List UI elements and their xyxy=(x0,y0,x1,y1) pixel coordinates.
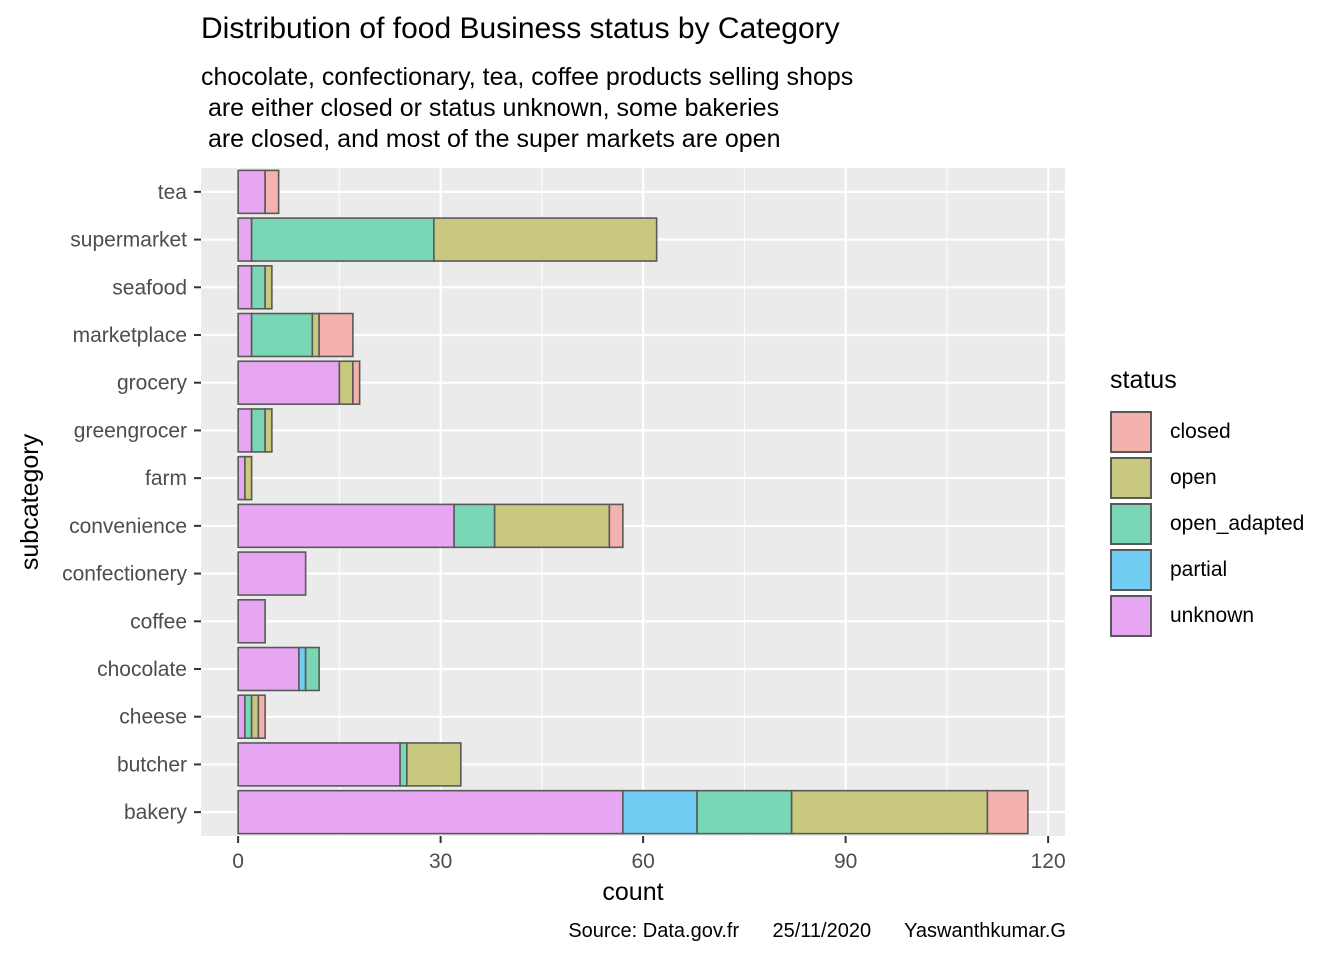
y-tick-label: grocery xyxy=(117,372,188,395)
legend-item-closed: closed xyxy=(1110,409,1304,455)
x-tick-label: 120 xyxy=(1031,850,1066,873)
y-axis-title: subcategory xyxy=(16,433,44,570)
legend-swatch xyxy=(1110,595,1152,637)
y-tick-label: farm xyxy=(145,467,187,490)
legend-swatch xyxy=(1110,457,1152,499)
bar-segment-grocery-closed xyxy=(352,360,361,405)
bar-segment-butcher-open_adapted xyxy=(399,742,408,787)
x-axis: 0 30 60 90 120 xyxy=(232,836,1066,873)
bar-segment-supermarket-unknown xyxy=(237,217,253,262)
bar-segment-grocery-open xyxy=(338,360,354,405)
x-axis-title: count xyxy=(602,878,663,906)
y-tick-label: convenience xyxy=(69,515,187,538)
bar-segment-greengrocer-open xyxy=(264,408,273,453)
y-tick-label: chocolate xyxy=(97,658,187,681)
legend-item-open_adapted: open_adapted xyxy=(1110,501,1304,547)
y-tick-label: supermarket xyxy=(70,229,187,252)
bar-segment-marketplace-closed xyxy=(318,312,354,358)
bar-segment-supermarket-open_adapted xyxy=(250,217,435,262)
bar-segment-supermarket-open xyxy=(433,217,658,262)
legend-swatch xyxy=(1110,503,1152,545)
y-tick-label: coffee xyxy=(130,610,187,633)
x-tick-label: 0 xyxy=(232,850,244,873)
bar-segment-farm-open xyxy=(244,455,253,501)
bar-segment-convenience-unknown xyxy=(237,503,455,549)
bar-segment-convenience-open xyxy=(493,503,611,549)
chart-title: Distribution of food Business status by … xyxy=(201,12,840,45)
bar-segment-bakery-unknown xyxy=(237,789,624,835)
bar-segment-butcher-unknown xyxy=(237,742,401,787)
bar-segment-convenience-open_adapted xyxy=(453,503,496,549)
legend-swatch xyxy=(1110,549,1152,591)
bar-segment-chocolate-open_adapted xyxy=(304,646,320,692)
y-tick-label: seafood xyxy=(112,276,187,299)
bar-segment-tea-unknown xyxy=(237,169,266,215)
bar-segment-seafood-open_adapted xyxy=(250,265,266,310)
x-tick-label: 60 xyxy=(631,850,654,873)
bars xyxy=(237,169,1029,835)
bar-segment-butcher-open xyxy=(406,742,462,787)
bar-segment-marketplace-open_adapted xyxy=(250,312,314,358)
bar-segment-cheese-open_adapted xyxy=(244,694,253,739)
bar-segment-grocery-unknown xyxy=(237,360,341,405)
bar-segment-cheese-open xyxy=(250,694,260,739)
bar-segment-chocolate-partial xyxy=(298,646,307,692)
bar-segment-marketplace-open xyxy=(311,312,320,358)
bar-segment-cheese-unknown xyxy=(237,694,246,739)
y-tick-label: tea xyxy=(158,181,188,204)
legend-label: open xyxy=(1170,466,1217,489)
legend-item-open: open xyxy=(1110,455,1304,501)
legend-label: open_adapted xyxy=(1170,512,1305,535)
bar-segment-seafood-unknown xyxy=(237,265,253,310)
bar-segment-seafood-open xyxy=(264,265,273,310)
bar-segment-greengrocer-open_adapted xyxy=(250,408,266,453)
bar-segment-cheese-closed xyxy=(257,694,266,739)
y-tick-label: greengrocer xyxy=(74,419,187,442)
x-tick-label: 90 xyxy=(834,850,857,873)
legend-label: unknown xyxy=(1170,604,1255,627)
bar-segment-confectionery-unknown xyxy=(237,551,307,596)
bar-segment-bakery-open_adapted xyxy=(696,789,793,835)
legend-label: partial xyxy=(1170,558,1228,581)
bar-segment-greengrocer-unknown xyxy=(237,408,253,453)
y-tick-label: confectionery xyxy=(62,563,187,586)
legend-swatch xyxy=(1110,411,1152,453)
bar-segment-chocolate-unknown xyxy=(237,646,300,692)
legend-title: status xyxy=(1110,366,1177,394)
y-tick-label: cheese xyxy=(119,706,187,729)
y-axis: bakery butcher cheese chocolate coffee confec… xyxy=(62,181,201,824)
y-tick-label: marketplace xyxy=(73,324,187,347)
chart-subtitle: chocolate, confectionary, tea, coffee pr… xyxy=(201,63,854,153)
bar-segment-bakery-closed xyxy=(986,789,1029,835)
bar-segment-convenience-closed xyxy=(608,503,624,549)
grid-minor xyxy=(338,168,948,836)
legend-item-partial: partial xyxy=(1110,547,1304,593)
y-tick-label: butcher xyxy=(117,753,187,776)
y-tick-label: bakery xyxy=(124,801,188,824)
legend-label: closed xyxy=(1170,420,1231,443)
plot-panel xyxy=(201,168,1065,836)
bar-segment-marketplace-unknown xyxy=(237,312,253,358)
bar-segment-bakery-open xyxy=(790,789,989,835)
bar-segment-tea-closed xyxy=(264,169,280,215)
bar-segment-farm-unknown xyxy=(237,455,246,501)
x-tick-label: 30 xyxy=(429,850,452,873)
legend-item-unknown: unknown xyxy=(1110,593,1304,639)
bar-segment-bakery-partial xyxy=(622,789,698,835)
bar-segment-coffee-unknown xyxy=(237,599,266,644)
chart-caption: Source: Data.gov.fr 25/11/2020 Yaswanthk… xyxy=(568,920,1066,942)
